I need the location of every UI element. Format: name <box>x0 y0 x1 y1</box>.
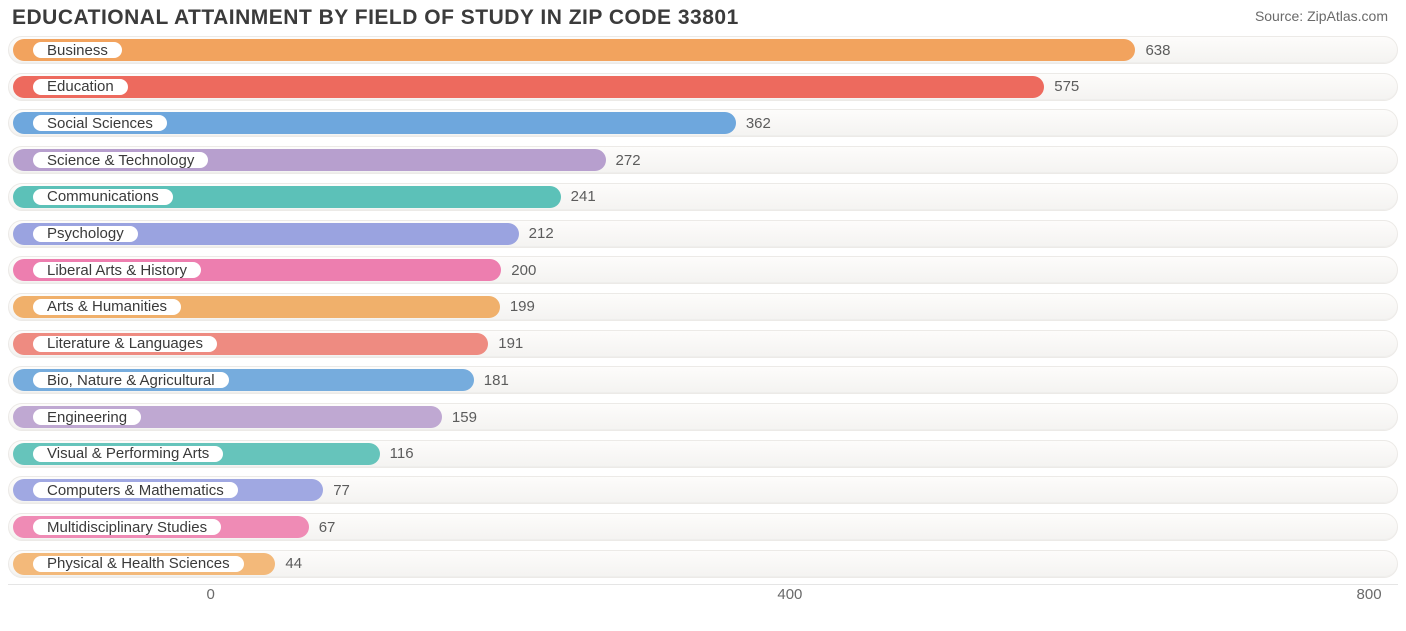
chart-area: Business 638 Education 575 Social Sciences 36… <box>8 36 1398 594</box>
bar-row: Multidisciplinary Studies 67 <box>8 513 1398 541</box>
bar-value: 191 <box>488 331 523 357</box>
chart-source: Source: ZipAtlas.com <box>1255 6 1394 24</box>
bar-row: Engineering 159 <box>8 403 1398 431</box>
bar-row: Psychology 212 <box>8 220 1398 248</box>
category-pill: Science & Technology <box>31 150 210 170</box>
bar-row: Computers & Mathematics 77 <box>8 476 1398 504</box>
bar-value: 67 <box>309 514 336 540</box>
x-axis-tick: 0 <box>207 586 215 603</box>
bar-value: 44 <box>275 551 302 577</box>
bar-fill <box>13 39 1135 61</box>
category-pill: Communications <box>31 187 175 207</box>
bar-value: 362 <box>736 110 771 136</box>
category-pill: Social Sciences <box>31 113 169 133</box>
category-pill: Bio, Nature & Agricultural <box>31 370 231 390</box>
category-pill: Visual & Performing Arts <box>31 444 225 464</box>
category-pill: Physical & Health Sciences <box>31 554 246 574</box>
bar-value: 241 <box>561 184 596 210</box>
bar-row: Social Sciences 362 <box>8 109 1398 137</box>
chart-plot: Business 638 Education 575 Social Sciences 36… <box>8 36 1398 594</box>
bar-value: 77 <box>323 477 350 503</box>
chart-title: EDUCATIONAL ATTAINMENT BY FIELD OF STUDY… <box>12 6 739 30</box>
bar-row: Visual & Performing Arts 116 <box>8 440 1398 468</box>
x-axis: 0 400 800 <box>8 584 1398 608</box>
bar-row: Education 575 <box>8 73 1398 101</box>
bar-row: Physical & Health Sciences 44 <box>8 550 1398 578</box>
bar-row: Liberal Arts & History 200 <box>8 256 1398 284</box>
x-axis-tick: 800 <box>1357 586 1382 603</box>
category-pill: Computers & Mathematics <box>31 480 240 500</box>
bar-value: 159 <box>442 404 477 430</box>
bar-value: 116 <box>380 441 414 467</box>
x-axis-line <box>8 584 1398 585</box>
bar-value: 199 <box>500 294 535 320</box>
bar-value: 638 <box>1135 37 1170 63</box>
bar-value: 575 <box>1044 74 1079 100</box>
bar-row: Science & Technology 272 <box>8 146 1398 174</box>
bar-value: 200 <box>501 257 536 283</box>
bar-fill <box>13 76 1044 98</box>
category-pill: Arts & Humanities <box>31 297 183 317</box>
category-pill: Liberal Arts & History <box>31 260 203 280</box>
category-pill: Education <box>31 77 130 97</box>
category-pill: Business <box>31 40 124 60</box>
bar-row: Literature & Languages 191 <box>8 330 1398 358</box>
bar-row: Communications 241 <box>8 183 1398 211</box>
category-pill: Psychology <box>31 224 140 244</box>
chart-header: EDUCATIONAL ATTAINMENT BY FIELD OF STUDY… <box>0 0 1406 30</box>
bar-value: 212 <box>519 221 554 247</box>
bar-value: 181 <box>474 367 509 393</box>
category-pill: Multidisciplinary Studies <box>31 517 223 537</box>
bar-row: Business 638 <box>8 36 1398 64</box>
bar-value: 272 <box>606 147 641 173</box>
category-pill: Engineering <box>31 407 143 427</box>
x-axis-tick: 400 <box>777 586 802 603</box>
bar-row: Bio, Nature & Agricultural 181 <box>8 366 1398 394</box>
category-pill: Literature & Languages <box>31 334 219 354</box>
bar-row: Arts & Humanities 199 <box>8 293 1398 321</box>
